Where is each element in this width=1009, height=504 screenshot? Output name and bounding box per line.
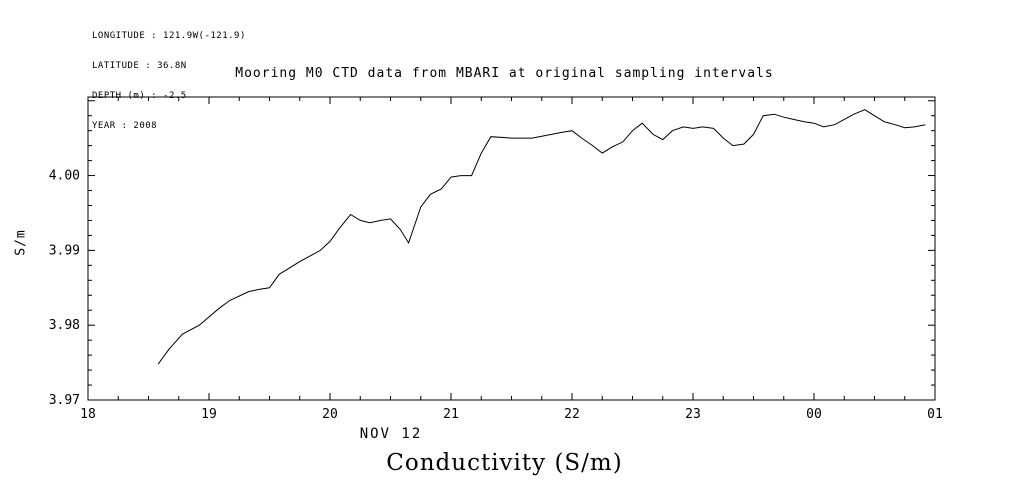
x-tick-label: 21: [443, 407, 459, 422]
plot-frame: [87, 96, 936, 401]
x-tick-label: 22: [564, 407, 580, 422]
tick-labels: 18 19 20 21 22 23 00 01 3.97 3.98 3.99 4.00: [49, 169, 943, 422]
y-tick-label: 4.00: [49, 169, 80, 184]
metadata-longitude: LONGITUDE : 121.9W(-121.9): [92, 31, 246, 41]
series-conductivity: [157, 109, 926, 365]
x-tick-label: 23: [685, 407, 701, 422]
axes: [87, 96, 936, 401]
y-tick-label: 3.97: [49, 393, 80, 408]
y-axis-label: S/m: [13, 229, 29, 256]
metadata-latitude: LATITUDE : 36.8N: [92, 61, 187, 71]
x-tick-label: 19: [201, 407, 217, 422]
metadata-block: LONGITUDE : 121.9W(-121.9) LATITUDE : 36…: [92, 11, 246, 151]
x-tick-label: 20: [322, 407, 338, 422]
metadata-year: YEAR : 2008: [92, 121, 158, 131]
y-tick-label: 3.99: [49, 243, 80, 258]
x-tick-label: 18: [80, 407, 96, 422]
x-tick-label: 01: [927, 407, 943, 422]
chart-title: Mooring M0 CTD data from MBARI at origin…: [235, 66, 774, 81]
x-tick-label: 00: [806, 407, 822, 422]
x-axis-title: Conductivity (S/m): [386, 450, 623, 476]
x-axis-date-label: NOV 12: [359, 426, 423, 442]
y-tick-label: 3.98: [49, 318, 80, 333]
metadata-depth: DEPTH (m) : -2.5: [92, 91, 187, 101]
